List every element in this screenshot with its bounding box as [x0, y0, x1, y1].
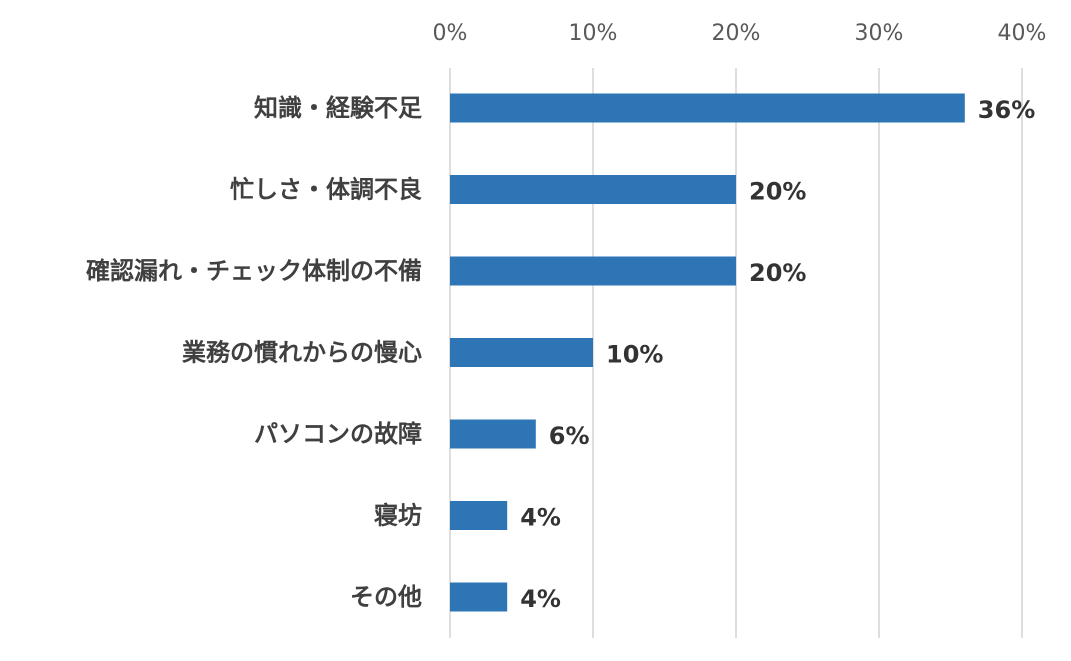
x-axis-tick-labels: 0% 10% 20% 30% 40%: [433, 21, 1047, 46]
data-label: 4%: [520, 585, 561, 613]
category-label: 確認漏れ・チェック体制の不備: [86, 257, 422, 285]
data-label: 4%: [520, 504, 561, 532]
x-tick-label: 30%: [855, 21, 904, 46]
data-labels: 36% 20% 20% 10% 6% 4% 4%: [520, 96, 1035, 613]
bar: [450, 93, 965, 123]
category-label: 忙しさ・体調不良: [230, 176, 422, 204]
category-label: パソコンの故障: [254, 420, 422, 448]
x-tick-label: 20%: [712, 21, 761, 46]
gridlines: [449, 68, 1023, 638]
category-label: 寝坊: [374, 502, 422, 530]
bar: [450, 175, 736, 204]
category-label: 知識・経験不足: [254, 94, 422, 122]
bar: [450, 256, 736, 286]
bars: [450, 93, 965, 612]
data-label: 10%: [606, 341, 663, 369]
bar: [450, 582, 508, 612]
x-tick-label: 40%: [998, 21, 1047, 46]
category-labels: 知識・経験不足忙しさ・体調不良確認漏れ・チェック体制の不備業務の慣れからの慢心パ…: [86, 94, 422, 611]
data-label: 6%: [549, 422, 590, 450]
data-label: 36%: [978, 96, 1035, 124]
bar: [450, 338, 593, 367]
category-label: その他: [350, 583, 422, 611]
bar: [450, 501, 508, 530]
data-label: 20%: [749, 259, 806, 287]
data-label: 20%: [749, 178, 806, 206]
x-tick-label: 0%: [433, 21, 468, 46]
bar: [450, 419, 536, 449]
category-label: 業務の慣れからの慢心: [182, 339, 422, 367]
x-tick-label: 10%: [569, 21, 618, 46]
